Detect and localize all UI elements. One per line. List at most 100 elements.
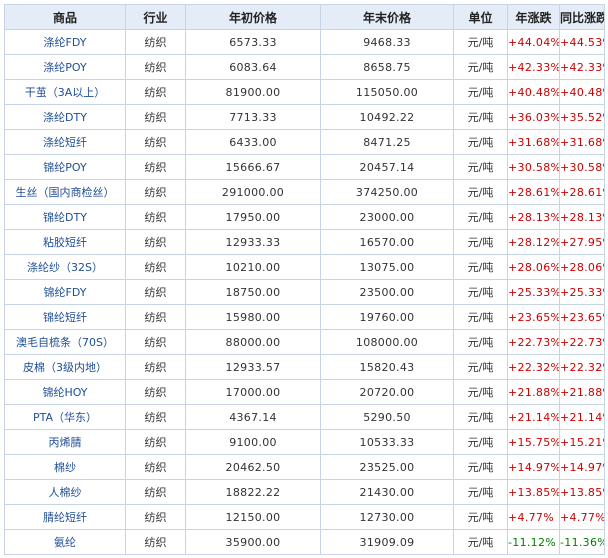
commodity-name-link[interactable]: 人棉纱 (4, 479, 126, 505)
commodity-name-link[interactable]: PTA（华东） (4, 404, 126, 430)
start-price-cell: 81900.00 (185, 79, 321, 105)
yoy-change-cell: +40.48% (559, 79, 605, 105)
end-price-cell: 374250.00 (320, 179, 454, 205)
end-price-cell: 23500.00 (320, 279, 454, 305)
industry-cell: 纺织 (125, 254, 186, 280)
industry-cell: 纺织 (125, 454, 186, 480)
unit-cell: 元/吨 (453, 229, 508, 255)
end-price-cell: 9468.33 (320, 29, 454, 55)
industry-cell: 纺织 (125, 529, 186, 555)
end-price-cell: 21430.00 (320, 479, 454, 505)
header-start-price[interactable]: 年初价格 (185, 4, 321, 30)
industry-cell: 纺织 (125, 29, 186, 55)
commodity-name-link[interactable]: 涤纶FDY (4, 29, 126, 55)
commodity-name-link[interactable]: 锦纶POY (4, 154, 126, 180)
commodity-name-link[interactable]: 皮棉（3级内地） (4, 354, 126, 380)
start-price-cell: 15980.00 (185, 304, 321, 330)
header-commodity[interactable]: 商品 (4, 4, 126, 30)
year-change-cell: +13.85% (507, 479, 560, 505)
commodity-name-link[interactable]: 锦纶FDY (4, 279, 126, 305)
unit-cell: 元/吨 (453, 479, 508, 505)
industry-cell: 纺织 (125, 304, 186, 330)
unit-cell: 元/吨 (453, 104, 508, 130)
start-price-cell: 35900.00 (185, 529, 321, 555)
end-price-cell: 20457.14 (320, 154, 454, 180)
yoy-change-cell: +4.77% (559, 504, 605, 530)
start-price-cell: 7713.33 (185, 104, 321, 130)
industry-cell: 纺织 (125, 379, 186, 405)
commodity-name-link[interactable]: 涤纶DTY (4, 104, 126, 130)
end-price-cell: 16570.00 (320, 229, 454, 255)
yoy-change-cell: +28.06% (559, 254, 605, 280)
commodity-name-link[interactable]: 粘胶短纤 (4, 229, 126, 255)
yoy-change-cell: -11.36% (559, 529, 605, 555)
commodity-name-link[interactable]: 丙烯腈 (4, 429, 126, 455)
year-change-cell: +30.58% (507, 154, 560, 180)
header-unit[interactable]: 单位 (453, 4, 508, 30)
unit-cell: 元/吨 (453, 504, 508, 530)
table-row: 涤纶纱（32S） 纺织 10210.00 13075.00 元/吨 +28.06% +28.… (4, 254, 605, 280)
commodity-name-link[interactable]: 澳毛自梳条（70S） (4, 329, 126, 355)
start-price-cell: 4367.14 (185, 404, 321, 430)
header-end-price[interactable]: 年末价格 (320, 4, 454, 30)
header-year-change[interactable]: 年涨跌 (507, 4, 560, 30)
start-price-cell: 6433.00 (185, 129, 321, 155)
start-price-cell: 10210.00 (185, 254, 321, 280)
unit-cell: 元/吨 (453, 154, 508, 180)
start-price-cell: 291000.00 (185, 179, 321, 205)
end-price-cell: 20720.00 (320, 379, 454, 405)
start-price-cell: 6083.64 (185, 54, 321, 80)
industry-cell: 纺织 (125, 54, 186, 80)
end-price-cell: 15820.43 (320, 354, 454, 380)
unit-cell: 元/吨 (453, 254, 508, 280)
table-header-row: 商品 行业 年初价格 年末价格 单位 年涨跌 同比涨跌 (4, 4, 605, 30)
commodity-name-link[interactable]: 锦纶DTY (4, 204, 126, 230)
commodity-price-table: 商品 行业 年初价格 年末价格 单位 年涨跌 同比涨跌 涤纶FDY 纺织 6573.… (4, 4, 605, 555)
yoy-change-cell: +28.61% (559, 179, 605, 205)
yoy-change-cell: +14.97% (559, 454, 605, 480)
commodity-name-link[interactable]: 氨纶 (4, 529, 126, 555)
industry-cell: 纺织 (125, 354, 186, 380)
commodity-name-link[interactable]: 腈纶短纤 (4, 504, 126, 530)
header-yoy-change[interactable]: 同比涨跌 (559, 4, 605, 30)
yoy-change-cell: +28.13% (559, 204, 605, 230)
unit-cell: 元/吨 (453, 304, 508, 330)
commodity-name-link[interactable]: 生丝（国内商检丝） (4, 179, 126, 205)
yoy-change-cell: +21.14% (559, 404, 605, 430)
commodity-name-link[interactable]: 锦纶HOY (4, 379, 126, 405)
end-price-cell: 5290.50 (320, 404, 454, 430)
start-price-cell: 88000.00 (185, 329, 321, 355)
table-row: 澳毛自梳条（70S） 纺织 88000.00 108000.00 元/吨 +22.73% +… (4, 329, 605, 355)
end-price-cell: 10533.33 (320, 429, 454, 455)
start-price-cell: 12933.57 (185, 354, 321, 380)
yoy-change-cell: +31.68% (559, 129, 605, 155)
yoy-change-cell: +25.33% (559, 279, 605, 305)
industry-cell: 纺织 (125, 479, 186, 505)
commodity-name-link[interactable]: 干茧（3A以上） (4, 79, 126, 105)
table-row: 干茧（3A以上） 纺织 81900.00 115050.00 元/吨 +40.48% +40… (4, 79, 605, 105)
commodity-name-link[interactable]: 棉纱 (4, 454, 126, 480)
end-price-cell: 8658.75 (320, 54, 454, 80)
commodity-name-link[interactable]: 涤纶短纤 (4, 129, 126, 155)
unit-cell: 元/吨 (453, 79, 508, 105)
commodity-name-link[interactable]: 涤纶POY (4, 54, 126, 80)
header-industry[interactable]: 行业 (125, 4, 186, 30)
end-price-cell: 19760.00 (320, 304, 454, 330)
end-price-cell: 12730.00 (320, 504, 454, 530)
industry-cell: 纺织 (125, 429, 186, 455)
industry-cell: 纺织 (125, 179, 186, 205)
commodity-name-link[interactable]: 锦纶短纤 (4, 304, 126, 330)
industry-cell: 纺织 (125, 104, 186, 130)
industry-cell: 纺织 (125, 204, 186, 230)
start-price-cell: 6573.33 (185, 29, 321, 55)
industry-cell: 纺织 (125, 404, 186, 430)
end-price-cell: 13075.00 (320, 254, 454, 280)
commodity-name-link[interactable]: 涤纶纱（32S） (4, 254, 126, 280)
